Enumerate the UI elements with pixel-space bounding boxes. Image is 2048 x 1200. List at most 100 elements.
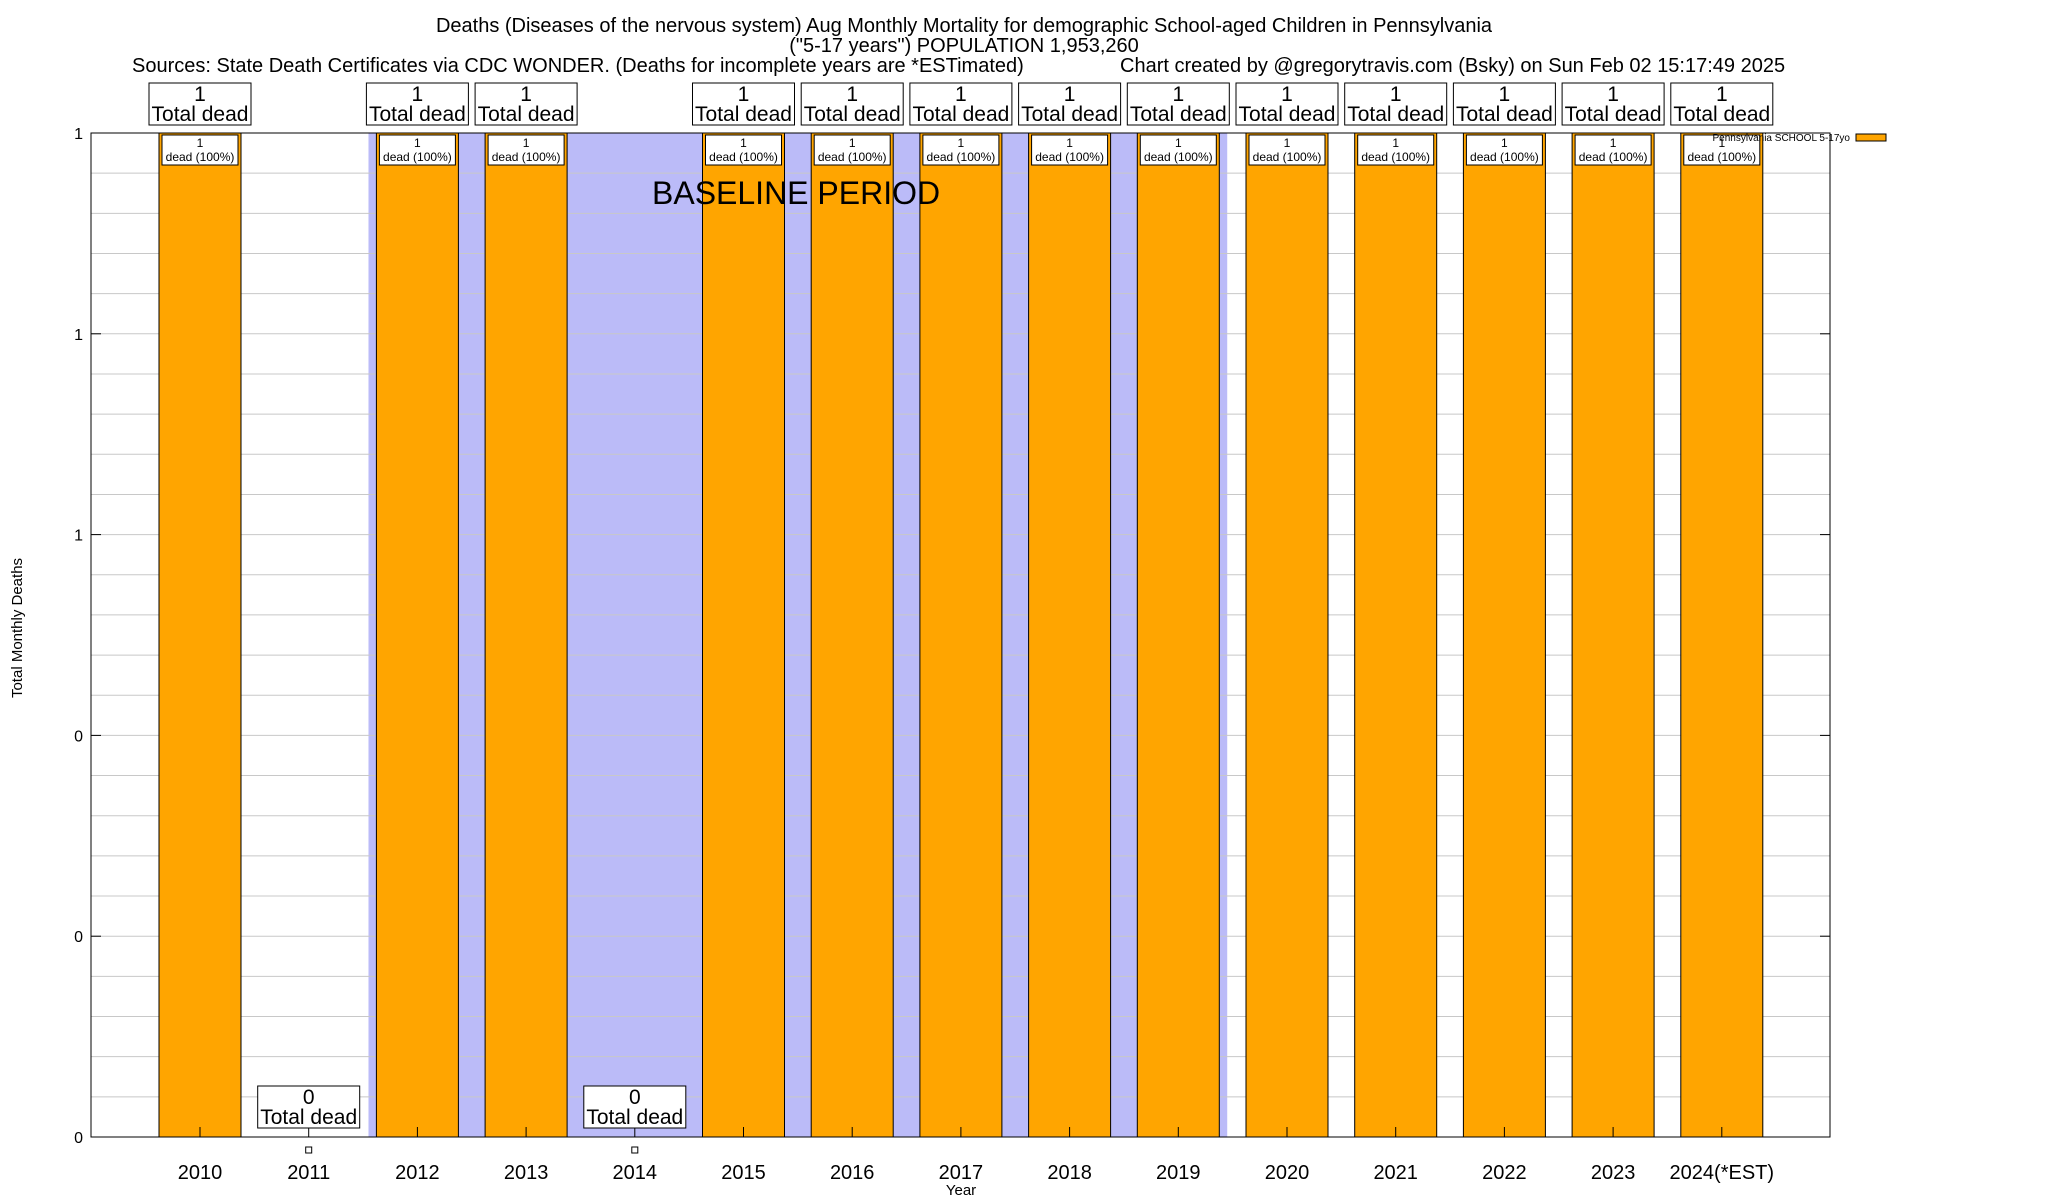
- total-box: [1235, 82, 1339, 126]
- total-box: [583, 1085, 687, 1129]
- x-tick-label: 2020: [1265, 1162, 1310, 1184]
- total-count-label: 0: [629, 1086, 641, 1109]
- y-axis-title: Total Monthly Deaths: [9, 558, 26, 698]
- total-dead-label: Total dead: [1347, 103, 1444, 126]
- bar-2010: [158, 132, 242, 1138]
- total-box: [1126, 82, 1230, 126]
- total-dead-label: Total dead: [369, 103, 466, 126]
- bar-2024(*EST): [1680, 132, 1764, 1138]
- segment-box: [1357, 134, 1435, 166]
- y-tick-label: 0: [74, 1130, 83, 1147]
- segment-count-label: 1: [414, 136, 421, 150]
- segment-box: [487, 134, 565, 166]
- segment-box: [161, 134, 239, 166]
- segment-pct-label: dead (100%): [1687, 150, 1756, 164]
- segment-box: [705, 134, 782, 166]
- baseline-period-label: BASELINE PERIOD: [652, 175, 940, 211]
- segment-count-label: 1: [849, 136, 856, 150]
- segment-count-label: 1: [523, 136, 530, 150]
- segment-pct-label: dead (100%): [1035, 150, 1104, 164]
- segment-box: [1248, 134, 1326, 166]
- total-count-label: 1: [1172, 83, 1184, 106]
- total-box: [474, 82, 578, 126]
- x-tick-label: 2012: [395, 1162, 440, 1184]
- total-box: [148, 82, 252, 126]
- total-count-label: 1: [1064, 83, 1076, 106]
- total-count-label: 1: [520, 83, 532, 106]
- x-tick-label: 2018: [1047, 1162, 1092, 1184]
- bar-2020: [1245, 132, 1329, 1138]
- x-tick-label: 2022: [1482, 1162, 1527, 1184]
- x-tick-label: 2016: [830, 1162, 875, 1184]
- total-count-label: 1: [846, 83, 858, 106]
- x-tick-label: 2021: [1373, 1162, 1418, 1184]
- total-box: [365, 82, 469, 126]
- total-dead-label: Total dead: [152, 103, 249, 126]
- bars: [158, 132, 1764, 1154]
- total-box: [909, 82, 1013, 126]
- legend-swatch: [1855, 133, 1887, 142]
- chart-sources: Sources: State Death Certificates via CD…: [132, 55, 1024, 77]
- total-dead-label: Total dead: [1130, 103, 1227, 126]
- x-tick-label: 2011: [287, 1162, 330, 1184]
- total-dead-label: Total dead: [695, 103, 792, 126]
- legend-label: Pennsylvania SCHOOL 5-17yo: [1713, 133, 1851, 144]
- y-tick-label: 1: [74, 126, 83, 143]
- segment-pct-label: dead (100%): [709, 150, 778, 164]
- segment-pct-label: dead (100%): [818, 150, 887, 164]
- segment-count-label: 1: [1066, 136, 1073, 150]
- y-tick-label: 1: [74, 327, 83, 344]
- total-box: [1018, 82, 1122, 126]
- bar-2021: [1354, 132, 1438, 1138]
- segment-pct-label: dead (100%): [1253, 150, 1322, 164]
- segment-box: [922, 134, 1000, 166]
- legend: Pennsylvania SCHOOL 5-17yo: [1713, 133, 1887, 144]
- segment-count-label: 1: [1284, 136, 1291, 150]
- total-dead-label: Total dead: [1565, 103, 1662, 126]
- total-dead-label: Total dead: [912, 103, 1009, 126]
- total-count-label: 1: [194, 83, 206, 106]
- segment-count-label: 1: [1610, 136, 1617, 150]
- bar-2022: [1462, 132, 1546, 1138]
- total-box: [1344, 82, 1448, 126]
- total-box: [1670, 82, 1774, 126]
- total-dead-label: Total dead: [1673, 103, 1770, 126]
- x-axis-title: Year: [946, 1182, 976, 1199]
- total-count-label: 1: [738, 83, 750, 106]
- x-tick-label: 2017: [939, 1162, 984, 1184]
- total-dead-label: Total dead: [586, 1106, 683, 1129]
- segment-box: [1139, 134, 1217, 166]
- bar-2019: [1136, 132, 1220, 1138]
- total-box: [800, 82, 904, 126]
- segment-pct-label: dead (100%): [383, 150, 452, 164]
- total-count-label: 1: [955, 83, 967, 106]
- chart-title-block: Deaths (Diseases of the nervous system) …: [132, 15, 1785, 77]
- y-tick-label: 1: [74, 528, 83, 545]
- segment-pct-label: dead (100%): [927, 150, 996, 164]
- x-tick-label: 2023: [1591, 1162, 1636, 1184]
- total-count-label: 1: [1390, 83, 1402, 106]
- chart-credit: Chart created by @gregorytravis.com (Bsk…: [1120, 55, 1785, 77]
- segment-count-label: 1: [197, 136, 204, 150]
- bar-2017: [919, 132, 1003, 1138]
- y-tick-label: 0: [74, 728, 83, 745]
- x-tick-label: 2019: [1156, 1162, 1201, 1184]
- bar-2012: [375, 132, 459, 1138]
- total-dead-label: Total dead: [1456, 103, 1553, 126]
- segment-count-label: 1: [740, 136, 747, 150]
- total-count-label: 1: [1716, 83, 1728, 106]
- x-tick-label: 2015: [721, 1162, 766, 1184]
- bar-2013: [484, 132, 568, 1138]
- chart-subtitle: ("5-17 years") POPULATION 1,953,260: [789, 35, 1139, 57]
- bar-2023: [1571, 132, 1655, 1138]
- segment-box: [1683, 134, 1761, 166]
- zero-marker-2011: [305, 1146, 313, 1154]
- total-dead-label: Total dead: [804, 103, 901, 126]
- segment-box: [378, 134, 456, 166]
- axes: 0 0 0 1 1 1 2010 2011 2012 2013 2014 2015 2016 2017 20…: [74, 126, 1831, 1184]
- total-dead-label: Total dead: [1239, 103, 1336, 126]
- bar-2015: [702, 132, 785, 1138]
- chart-title: Deaths (Diseases of the nervous system) …: [436, 15, 1493, 37]
- total-dead-label: Total dead: [478, 103, 575, 126]
